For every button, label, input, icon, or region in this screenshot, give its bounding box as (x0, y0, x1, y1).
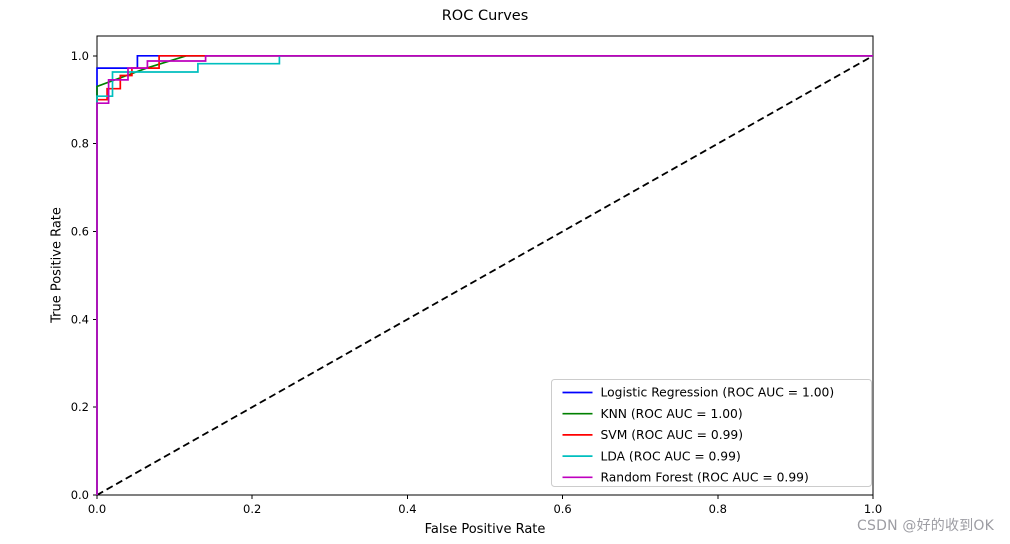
legend-label-random-forest: Random Forest (ROC AUC = 0.99) (601, 471, 809, 485)
roc-curve-random-forest (96, 54, 873, 495)
x-tick-label: 0.2 (243, 502, 261, 516)
y-tick-label: 0.4 (71, 312, 89, 326)
chart-title: ROC Curves (441, 8, 529, 24)
y-tick-label: 0.8 (71, 137, 89, 151)
legend-label-knn: KNN (ROC AUC = 1.00) (601, 407, 743, 421)
x-tick-label: 1.0 (864, 502, 882, 516)
y-tick-label: 0.6 (71, 224, 89, 238)
x-axis-label: False Positive Rate (424, 522, 546, 537)
y-tick-label: 0.2 (71, 400, 89, 414)
y-axis-label: True Positive Rate (49, 207, 65, 323)
legend-label-lda: LDA (ROC AUC = 0.99) (601, 449, 741, 463)
roc-curve-lda (96, 54, 873, 495)
legend-label-svm: SVM (ROC AUC = 0.99) (601, 428, 744, 442)
legend-label-logistic-regression: Logistic Regression (ROC AUC = 1.00) (601, 386, 835, 400)
y-tick-label: 0.0 (71, 488, 89, 502)
x-tick-label: 0.6 (553, 502, 571, 516)
x-tick-label: 0.8 (709, 502, 727, 516)
x-tick-label: 0.4 (398, 502, 416, 516)
chance-diagonal-line (96, 55, 874, 496)
x-tick-label: 0.0 (88, 502, 106, 516)
watermark: CSDN @好的收到OK (857, 518, 994, 534)
legend-box (551, 379, 872, 487)
y-tick-label: 1.0 (71, 49, 89, 63)
roc-curve-svm (96, 54, 873, 495)
